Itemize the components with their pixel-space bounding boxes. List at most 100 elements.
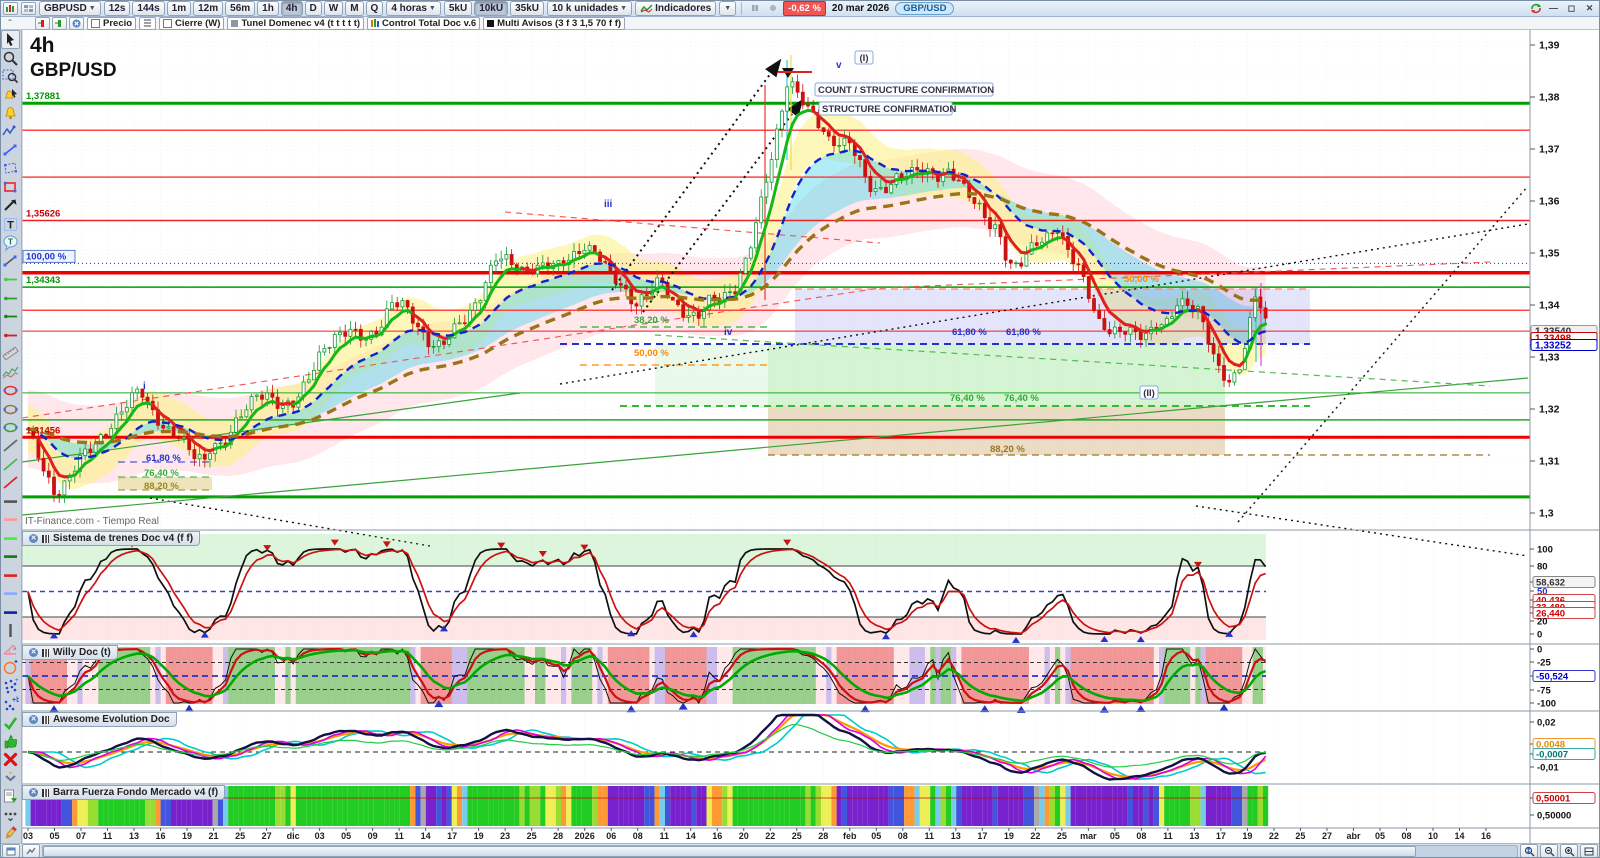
overlay-chip-control-total-doc-v-6[interactable]: Control Total Doc v.6 xyxy=(367,16,481,30)
timeframe-button-W[interactable]: W xyxy=(323,0,344,16)
close-icon[interactable]: ✕ xyxy=(29,648,38,657)
sync-icon[interactable] xyxy=(1528,2,1543,15)
compare-icon[interactable] xyxy=(22,844,40,858)
indicator-panel-tab[interactable]: ✕ Willy Doc (t) xyxy=(22,645,118,660)
svg-text:+: + xyxy=(15,678,19,684)
ellipse-brown-icon[interactable] xyxy=(1,400,20,418)
indicators-dropdown[interactable]: ▼ xyxy=(719,0,737,16)
overlay-chip-multi-avisos-3-f-3-1-5-70-f-f-[interactable]: Multi Avisos (3 f 3 1,5 70 f f) xyxy=(483,16,626,30)
unit-button-10kU[interactable]: 10kU xyxy=(474,0,509,16)
alarm-icon[interactable] xyxy=(1,104,20,122)
fit-screen-icon[interactable] xyxy=(1580,844,1598,858)
hline-darkgreen-icon[interactable] xyxy=(1,548,20,566)
hline-pink-icon[interactable] xyxy=(1,511,20,529)
points-b-icon[interactable]: +b xyxy=(1,695,20,713)
indicator-panel-tab[interactable]: ✕ Sistema de trenes Doc v4 (f f) xyxy=(22,531,201,546)
zoom-out-icon[interactable] xyxy=(1540,844,1558,858)
pause-icon[interactable] xyxy=(747,2,762,15)
close-blue-icon[interactable] xyxy=(69,16,84,30)
overlay-chip-list[interactable] xyxy=(139,16,157,30)
close-icon[interactable]: ✕ xyxy=(29,788,38,797)
trendline-handles-icon[interactable] xyxy=(1,141,20,159)
semiline-lime-icon[interactable] xyxy=(1,271,20,289)
parallelogram-icon[interactable] xyxy=(1,160,20,178)
units-select[interactable]: 10 k unidades ▼ xyxy=(547,0,633,16)
horizontal-levels[interactable] xyxy=(22,101,1530,499)
timeframe-button-144s[interactable]: 144s xyxy=(132,0,165,16)
timeframe-select[interactable]: 4 horas ▼ xyxy=(386,0,441,16)
hline-navy-icon[interactable] xyxy=(1,603,20,621)
collapse-chevron-icon[interactable] xyxy=(1,769,20,787)
arrow-icon[interactable] xyxy=(1,197,20,215)
annotations[interactable]: COUNT / STRUCTURE CONFIRMATION STRUCTURE … xyxy=(143,50,1159,492)
ellipse-red-icon[interactable] xyxy=(1,381,20,399)
draw-pencil-icon[interactable] xyxy=(1,825,20,843)
text-bubble-icon[interactable]: T xyxy=(1,234,20,252)
timeframe-button-D[interactable]: D xyxy=(304,0,322,16)
timeframe-button-12s[interactable]: 12s xyxy=(103,0,131,16)
unit-button-35kU[interactable]: 35kU xyxy=(510,0,544,16)
zoom-in-icon[interactable] xyxy=(1560,844,1578,858)
fibo-circle-icon[interactable] xyxy=(1,658,20,676)
segment-red-icon[interactable] xyxy=(1,326,20,344)
alarm-pointer-icon[interactable] xyxy=(1,86,20,104)
angle-icon[interactable]: a xyxy=(1,640,20,658)
overlay-chip-cierre-w-[interactable]: Cierre (W) xyxy=(159,16,225,30)
hline-lightblue-icon[interactable] xyxy=(1,584,20,602)
indicators-button[interactable]: Indicadores xyxy=(635,0,717,16)
points-cluster-icon[interactable]: + xyxy=(1,677,20,695)
chart-style-icon[interactable] xyxy=(3,1,18,15)
line-gray-icon[interactable] xyxy=(1,437,20,455)
hline-red-icon[interactable] xyxy=(1,566,20,584)
export-doc-icon[interactable] xyxy=(1,788,20,806)
zoom-area-icon[interactable] xyxy=(1,67,20,85)
rectangle-icon[interactable] xyxy=(1,178,20,196)
ray-green-icon[interactable] xyxy=(1,289,20,307)
pattern-icon[interactable] xyxy=(1,363,20,381)
timeframe-button-1m[interactable]: 1m xyxy=(166,0,192,16)
symbol-select[interactable]: GBPUSD ▼ xyxy=(39,0,101,16)
minimize-button[interactable]: — xyxy=(1549,3,1558,13)
layout-grid-icon[interactable] xyxy=(21,1,36,15)
line-green-icon[interactable] xyxy=(1,455,20,473)
timeframe-button-1h[interactable]: 1h xyxy=(257,0,279,16)
timeframe-button-Q[interactable]: Q xyxy=(365,0,384,16)
hline-lime-icon[interactable] xyxy=(1,529,20,547)
alert-polyline-icon[interactable] xyxy=(1,123,20,141)
timeframe-button-M[interactable]: M xyxy=(345,0,364,16)
overlay-chip-precio[interactable]: Precio xyxy=(87,16,137,30)
close-icon[interactable]: ✕ xyxy=(29,715,38,724)
hline-gray-icon[interactable] xyxy=(1,492,20,510)
unit-button-5kU[interactable]: 5kU xyxy=(443,0,473,16)
indicator-panel-tab[interactable]: ✕ Awesome Evolution Doc xyxy=(22,712,177,727)
close-button[interactable]: ✕ xyxy=(1585,2,1594,13)
calendar-icon[interactable] xyxy=(2,844,20,858)
horizontal-scrollbar[interactable] xyxy=(42,844,1518,858)
close-icon[interactable]: ✕ xyxy=(29,534,38,543)
ellipse-green-icon[interactable] xyxy=(1,418,20,436)
collapse-rail-chevron[interactable]: ⌃ xyxy=(6,18,14,27)
timeframe-button-56m[interactable]: 56m xyxy=(225,0,256,16)
delete-all-icon[interactable] xyxy=(1,751,20,769)
ruler-icon[interactable] xyxy=(1,344,20,362)
indicator-panel-tab[interactable]: ✕ Barra Fuerza Fondo Mercado v4 (f) xyxy=(22,785,226,800)
restore-button[interactable]: ◻ xyxy=(1567,2,1576,13)
timeframe-button-4h[interactable]: 4h xyxy=(280,0,303,16)
zoom-vertical-icon[interactable] xyxy=(1520,844,1538,858)
more-options-icon[interactable] xyxy=(1,806,20,824)
segment-green-icon[interactable] xyxy=(1,307,20,325)
zoom-icon[interactable] xyxy=(1,49,20,67)
line-red-icon[interactable] xyxy=(1,474,20,492)
timeframe-button-12m[interactable]: 12m xyxy=(193,0,224,16)
segment-icon[interactable] xyxy=(1,252,20,270)
text-icon[interactable]: T xyxy=(1,215,20,233)
add-green-candle-icon[interactable] xyxy=(52,16,67,30)
scrollbar-thumb[interactable] xyxy=(43,845,1416,857)
overlay-chip-tunel-domenec-v4-t-t-t-t-t-[interactable]: Tunel Domenec v4 (t t t t t) xyxy=(227,16,365,30)
cursor-icon[interactable] xyxy=(1,30,20,49)
add-red-candle-icon[interactable] xyxy=(35,16,50,30)
thumbs-up-icon[interactable] xyxy=(1,732,20,750)
confirm-check-icon[interactable] xyxy=(1,714,20,732)
vline-icon[interactable] xyxy=(1,621,20,639)
record-icon[interactable] xyxy=(765,2,780,15)
